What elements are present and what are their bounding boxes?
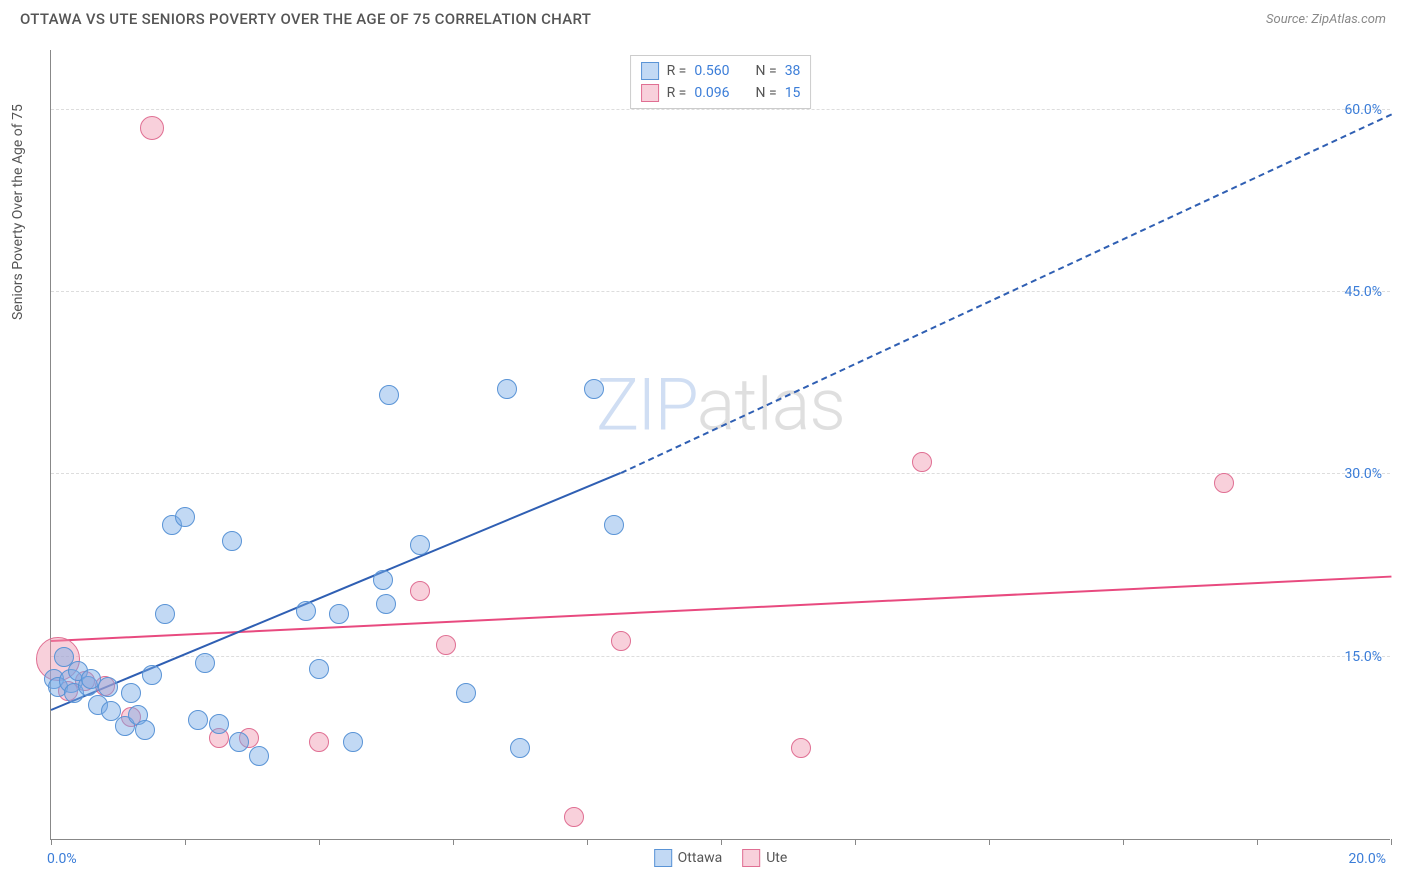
x-tick-mark bbox=[1257, 839, 1258, 845]
legend-r-prefix: R = bbox=[667, 63, 687, 79]
data-point-ottawa bbox=[98, 677, 118, 697]
x-tick-mark bbox=[453, 839, 454, 845]
series-legend-label: Ute bbox=[766, 850, 787, 866]
legend-swatch bbox=[654, 849, 672, 867]
data-point-ute bbox=[912, 452, 932, 472]
legend-n-prefix: N = bbox=[756, 85, 777, 101]
x-tick-mark bbox=[587, 839, 588, 845]
data-point-ottawa bbox=[209, 714, 229, 734]
data-point-ottawa bbox=[195, 653, 215, 673]
y-axis-label: Seniors Poverty Over the Age of 75 bbox=[10, 104, 26, 320]
legend-row: R = 0.560 N = 38 bbox=[641, 60, 801, 82]
chart-title: OTTAWA VS UTE SENIORS POVERTY OVER THE A… bbox=[20, 10, 591, 28]
data-point-ottawa bbox=[373, 570, 393, 590]
series-legend-item: Ute bbox=[742, 849, 787, 867]
data-point-ottawa bbox=[376, 594, 396, 614]
y-tick-label: 15.0% bbox=[1344, 649, 1382, 665]
legend-n-value: 38 bbox=[785, 63, 801, 79]
data-point-ottawa bbox=[309, 659, 329, 679]
data-point-ottawa bbox=[410, 535, 430, 555]
data-point-ottawa bbox=[222, 531, 242, 551]
gridline-horizontal bbox=[51, 291, 1390, 292]
data-point-ute bbox=[611, 631, 631, 651]
legend-swatch bbox=[641, 84, 659, 102]
gridline-horizontal bbox=[51, 109, 1390, 110]
x-tick-mark bbox=[51, 839, 52, 845]
data-point-ottawa bbox=[296, 601, 316, 621]
legend-row: R = 0.096 N = 15 bbox=[641, 82, 801, 104]
watermark-part1: ZIP bbox=[596, 363, 697, 448]
x-tick-mark bbox=[1123, 839, 1124, 845]
legend-r-prefix: R = bbox=[667, 85, 687, 101]
data-point-ottawa bbox=[135, 720, 155, 740]
series-legend: Ottawa Ute bbox=[654, 849, 788, 867]
y-tick-label: 60.0% bbox=[1344, 102, 1382, 118]
chart-source: Source: ZipAtlas.com bbox=[1266, 12, 1386, 27]
x-tick-mark bbox=[721, 839, 722, 845]
legend-r-value: 0.560 bbox=[694, 63, 729, 79]
data-point-ottawa bbox=[188, 710, 208, 730]
data-point-ottawa bbox=[510, 738, 530, 758]
data-point-ottawa bbox=[379, 385, 399, 405]
trendline bbox=[51, 576, 1391, 642]
plot-region: ZIPatlas R =0.560N =38R =0.096N =15 0.0%… bbox=[50, 50, 1390, 840]
series-legend-label: Ottawa bbox=[678, 850, 723, 866]
x-tick-mark bbox=[1391, 839, 1392, 845]
legend-n-value: 15 bbox=[785, 85, 801, 101]
data-point-ottawa bbox=[456, 683, 476, 703]
data-point-ute bbox=[564, 807, 584, 827]
data-point-ottawa bbox=[175, 507, 195, 527]
data-point-ottawa bbox=[155, 604, 175, 624]
data-point-ute bbox=[410, 581, 430, 601]
data-point-ottawa bbox=[249, 746, 269, 766]
data-point-ottawa bbox=[229, 732, 249, 752]
y-tick-label: 45.0% bbox=[1344, 284, 1382, 300]
data-point-ottawa bbox=[142, 665, 162, 685]
data-point-ute bbox=[309, 732, 329, 752]
watermark: ZIPatlas bbox=[596, 363, 845, 448]
trendline-extrapolated bbox=[620, 114, 1391, 474]
legend-r-value: 0.096 bbox=[694, 85, 729, 101]
chart-header: OTTAWA VS UTE SENIORS POVERTY OVER THE A… bbox=[0, 0, 1406, 36]
legend-swatch bbox=[742, 849, 760, 867]
data-point-ute bbox=[436, 635, 456, 655]
legend-n-prefix: N = bbox=[756, 63, 777, 79]
data-point-ottawa bbox=[584, 379, 604, 399]
data-point-ottawa bbox=[343, 732, 363, 752]
data-point-ottawa bbox=[604, 515, 624, 535]
data-point-ute bbox=[791, 738, 811, 758]
x-axis-min-label: 0.0% bbox=[47, 851, 77, 867]
gridline-horizontal bbox=[51, 656, 1390, 657]
watermark-part2: atlas bbox=[697, 363, 845, 448]
data-point-ute bbox=[1214, 473, 1234, 493]
x-axis-max-label: 20.0% bbox=[1348, 851, 1386, 867]
x-tick-mark bbox=[185, 839, 186, 845]
gridline-horizontal bbox=[51, 473, 1390, 474]
data-point-ottawa bbox=[329, 604, 349, 624]
data-point-ottawa bbox=[121, 683, 141, 703]
y-tick-label: 30.0% bbox=[1344, 466, 1382, 482]
chart-area: ZIPatlas R =0.560N =38R =0.096N =15 0.0%… bbox=[50, 50, 1390, 840]
trendline bbox=[51, 472, 621, 711]
x-tick-mark bbox=[855, 839, 856, 845]
x-tick-mark bbox=[319, 839, 320, 845]
data-point-ottawa bbox=[497, 379, 517, 399]
correlation-legend: R = 0.560 N = 38 R = 0.096 N = 15 bbox=[630, 55, 812, 109]
data-point-ute bbox=[140, 116, 164, 140]
x-tick-mark bbox=[989, 839, 990, 845]
series-legend-item: Ottawa bbox=[654, 849, 723, 867]
legend-swatch bbox=[641, 62, 659, 80]
